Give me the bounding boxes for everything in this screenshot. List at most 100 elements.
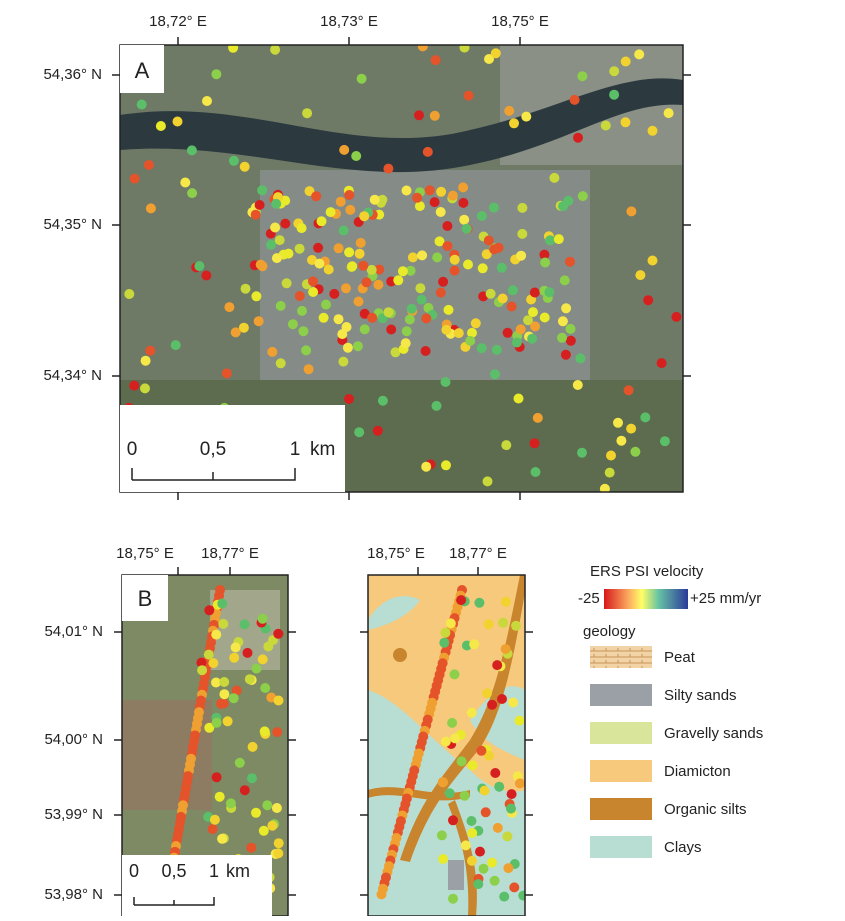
ps-point bbox=[204, 650, 214, 660]
ps-point bbox=[240, 619, 250, 629]
ps-point bbox=[402, 186, 412, 196]
ps-point bbox=[473, 879, 483, 889]
ps-point bbox=[343, 343, 353, 353]
ps-point bbox=[517, 229, 527, 239]
ps-point bbox=[527, 334, 537, 344]
ps-point bbox=[329, 289, 339, 299]
ps-point bbox=[484, 619, 494, 629]
ps-point bbox=[515, 716, 525, 726]
ps-point bbox=[255, 200, 265, 210]
ps-point bbox=[605, 468, 615, 478]
ps-point bbox=[412, 193, 422, 203]
ps-point bbox=[609, 90, 619, 100]
ps-point bbox=[386, 325, 396, 335]
x-tick-label: 18,72° E bbox=[149, 13, 207, 30]
ps-point bbox=[141, 356, 151, 366]
ps-point bbox=[224, 302, 234, 312]
panel-label: A bbox=[135, 58, 150, 83]
ps-point bbox=[229, 156, 239, 166]
ps-point bbox=[457, 756, 467, 766]
ps-point bbox=[353, 341, 363, 351]
ps-point bbox=[271, 199, 281, 209]
legend-swatch bbox=[590, 760, 652, 782]
ps-point bbox=[450, 266, 460, 276]
ps-point bbox=[461, 840, 471, 850]
ps-point bbox=[561, 350, 571, 360]
ps-point bbox=[503, 328, 513, 338]
ps-point bbox=[491, 48, 501, 58]
ps-point bbox=[530, 438, 540, 448]
ps-point bbox=[280, 219, 290, 229]
ps-point bbox=[146, 203, 156, 213]
x-tick-label: 18,75° E bbox=[491, 13, 549, 30]
ps-point bbox=[507, 302, 517, 312]
scale-label: 0,5 bbox=[161, 861, 186, 881]
ps-point bbox=[467, 856, 477, 866]
ps-point bbox=[260, 726, 270, 736]
ps-point bbox=[540, 258, 550, 268]
ps-point bbox=[504, 106, 514, 116]
ps-point bbox=[273, 629, 283, 639]
ps-point bbox=[511, 621, 521, 631]
ps-point bbox=[454, 328, 464, 338]
ps-point bbox=[664, 108, 674, 118]
ps-point bbox=[197, 665, 207, 675]
ps-point bbox=[311, 191, 321, 201]
ps-point bbox=[634, 49, 644, 59]
ps-point bbox=[417, 250, 427, 260]
ps-point bbox=[252, 664, 262, 674]
ps-point bbox=[295, 291, 305, 301]
ps-point bbox=[260, 683, 270, 693]
ps-point bbox=[218, 619, 228, 629]
ps-point bbox=[272, 803, 282, 813]
ps-point bbox=[208, 824, 218, 834]
legend-min: -25 bbox=[578, 590, 600, 607]
ps-point bbox=[439, 638, 449, 648]
ps-point bbox=[308, 276, 318, 286]
ps-point bbox=[425, 185, 435, 195]
ps-point bbox=[257, 185, 267, 195]
ps-point bbox=[450, 733, 460, 743]
ps-point bbox=[558, 201, 568, 211]
ps-point bbox=[282, 278, 292, 288]
ps-point bbox=[516, 251, 526, 261]
ps-point bbox=[276, 301, 286, 311]
ps-point bbox=[483, 476, 493, 486]
ps-point bbox=[450, 669, 460, 679]
ps-point bbox=[251, 291, 261, 301]
ps-point bbox=[231, 327, 241, 337]
ps-point bbox=[402, 326, 412, 336]
ps-point bbox=[355, 249, 365, 259]
ps-point bbox=[304, 364, 314, 374]
ps-point bbox=[517, 203, 527, 213]
ps-point bbox=[465, 336, 475, 346]
ps-point bbox=[226, 798, 236, 808]
ps-point bbox=[441, 737, 451, 747]
scale-label: 0 bbox=[129, 861, 139, 881]
ps-point bbox=[223, 716, 233, 726]
ps-point bbox=[274, 838, 284, 848]
ps-point bbox=[273, 848, 283, 858]
ps-point bbox=[408, 252, 418, 262]
ps-point bbox=[497, 263, 507, 273]
ps-point bbox=[486, 289, 496, 299]
ps-point bbox=[347, 261, 357, 271]
ps-point bbox=[458, 182, 468, 192]
ps-point bbox=[401, 338, 411, 348]
ps-point bbox=[446, 618, 456, 628]
ps-point bbox=[211, 69, 221, 79]
scale-label: 1 bbox=[290, 439, 301, 460]
ps-point bbox=[354, 297, 364, 307]
ps-point bbox=[344, 247, 354, 257]
ps-point bbox=[508, 285, 518, 295]
ps-point bbox=[317, 216, 327, 226]
x-tick-label: 18,75° E bbox=[367, 545, 425, 562]
ps-point bbox=[640, 412, 650, 422]
ps-point bbox=[194, 261, 204, 271]
scale-label: 0,5 bbox=[200, 439, 226, 460]
ps-point bbox=[217, 599, 227, 609]
ps-point bbox=[458, 198, 468, 208]
legend-label: Clays bbox=[664, 839, 702, 856]
legend-swatch bbox=[590, 722, 652, 744]
ps-point bbox=[344, 190, 354, 200]
